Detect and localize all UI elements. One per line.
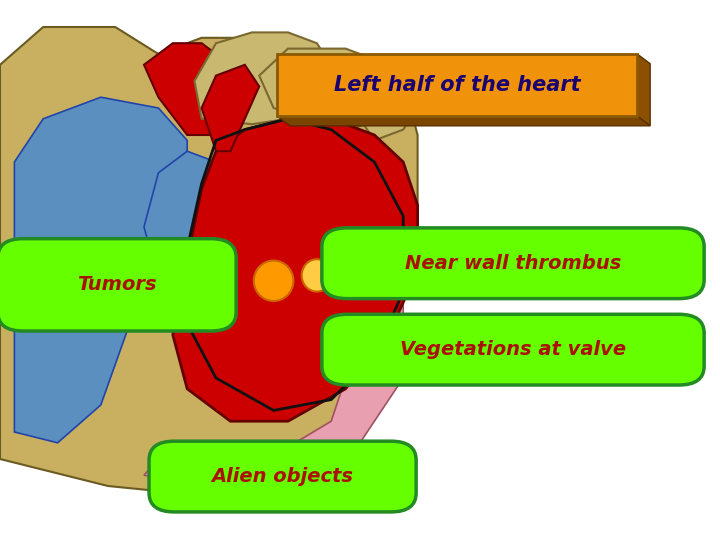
FancyBboxPatch shape	[0, 239, 236, 331]
Polygon shape	[0, 27, 418, 497]
Polygon shape	[360, 65, 418, 140]
FancyBboxPatch shape	[322, 314, 704, 385]
Polygon shape	[144, 151, 230, 292]
Polygon shape	[277, 116, 650, 126]
Polygon shape	[259, 49, 403, 130]
Text: Vegetations at valve: Vegetations at valve	[400, 340, 626, 359]
Polygon shape	[144, 216, 403, 486]
FancyBboxPatch shape	[149, 441, 416, 512]
Bar	[277, 54, 637, 116]
Polygon shape	[202, 65, 259, 151]
Text: Alien objects: Alien objects	[212, 467, 354, 486]
Ellipse shape	[254, 261, 294, 301]
Text: Left half of the heart: Left half of the heart	[334, 75, 580, 95]
Polygon shape	[637, 54, 650, 126]
Ellipse shape	[302, 259, 332, 292]
Text: Tumors: Tumors	[77, 275, 157, 294]
Polygon shape	[14, 97, 187, 443]
Polygon shape	[173, 119, 418, 421]
FancyBboxPatch shape	[322, 228, 704, 299]
Polygon shape	[144, 43, 230, 135]
Polygon shape	[194, 32, 331, 124]
Text: Near wall thrombus: Near wall thrombus	[405, 254, 621, 273]
